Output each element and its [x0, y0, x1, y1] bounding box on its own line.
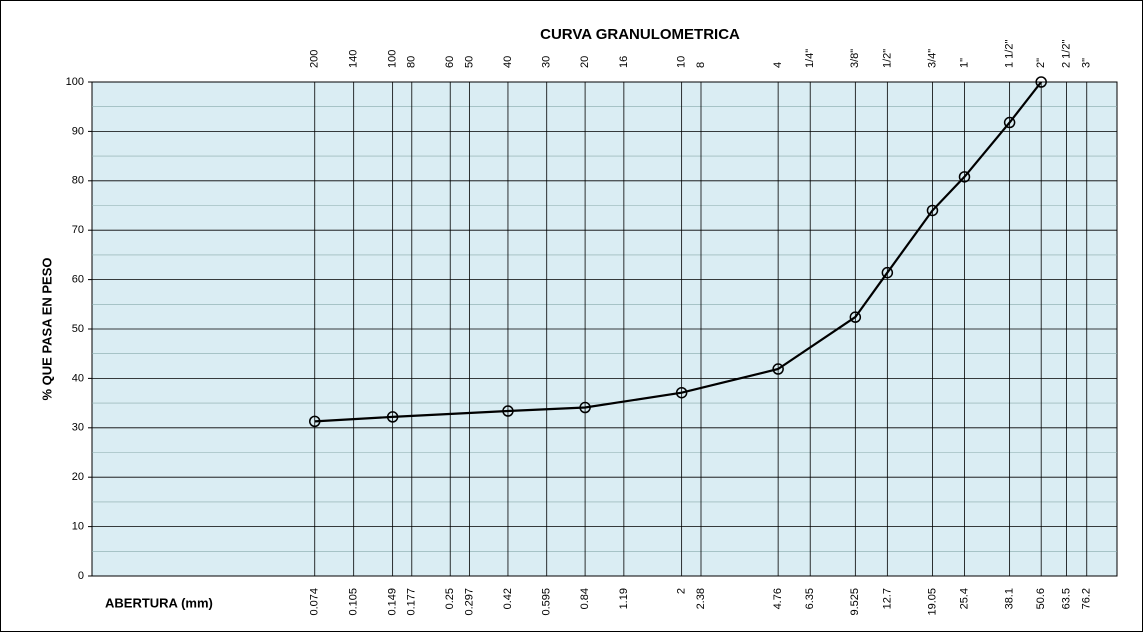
top-tick-label: 1 1/2": [1004, 40, 1016, 68]
y-tick-label: 0: [78, 570, 84, 582]
top-tick-label: 4: [772, 62, 784, 68]
top-tick-label: 1/2": [881, 49, 893, 68]
top-tick-label: 40: [502, 56, 514, 68]
x-tick-label: 0.595: [541, 588, 553, 616]
top-tick-label: 3/8": [849, 49, 861, 68]
x-tick-label: 0.074: [309, 588, 321, 616]
top-tick-label: 10: [676, 56, 688, 68]
x-tick-label: 2.38: [695, 588, 707, 609]
x-tick-label: 4.76: [772, 588, 784, 609]
x-tick-label: 0.177: [406, 588, 418, 616]
top-tick-label: 2": [1035, 58, 1047, 68]
x-tick-label: 2: [676, 588, 688, 594]
data-point: [926, 204, 939, 217]
y-tick-label: 100: [66, 76, 84, 88]
x-tick-label: 0.25: [444, 588, 456, 609]
data-point: [881, 266, 894, 279]
top-tick-label: 2 1/2": [1060, 40, 1072, 68]
x-tick-label: 50.6: [1035, 588, 1047, 609]
x-tick-label: 76.2: [1081, 588, 1093, 609]
top-tick-label: 200: [309, 50, 321, 68]
y-axis-label: % QUE PASA EN PESO: [39, 257, 54, 400]
data-point: [579, 401, 591, 414]
x-tick-label: 0.84: [579, 588, 591, 609]
y-tick-label: 70: [72, 224, 84, 236]
y-tick-label: 40: [72, 372, 84, 384]
y-tick-label: 30: [72, 422, 84, 434]
x-tick-label: 0.105: [348, 588, 360, 616]
x-tick-label: 1.19: [618, 588, 630, 609]
x-tick-label: 25.4: [958, 588, 970, 609]
data-point: [1035, 76, 1047, 88]
data-point: [772, 363, 784, 375]
x-tick-label: 38.1: [1004, 588, 1016, 609]
top-tick-label: 1/4": [804, 49, 816, 68]
top-tick-label: 3": [1081, 58, 1093, 68]
y-tick-label: 20: [72, 471, 84, 483]
top-tick-label: 1": [958, 58, 970, 68]
top-tick-label: 16: [618, 56, 630, 68]
x-tick-label: 0.149: [387, 588, 399, 616]
data-point: [502, 405, 514, 417]
data-point: [1003, 116, 1016, 129]
x-tick-label: 0.42: [502, 588, 514, 609]
y-tick-label: 50: [72, 323, 84, 335]
x-tick-label: 63.5: [1060, 588, 1072, 609]
data-point: [849, 311, 862, 323]
x-tick-label: 0.297: [463, 588, 475, 616]
y-tick-label: 60: [72, 274, 84, 286]
top-tick-label: 20: [579, 56, 591, 68]
top-tick-label: 50: [463, 56, 475, 68]
data-line: [314, 81, 1043, 423]
y-tick-label: 10: [72, 521, 84, 533]
top-tick-label: 80: [406, 56, 418, 68]
chart-title: CURVA GRANULOMETRICA: [540, 26, 740, 43]
data-point: [308, 415, 321, 428]
top-tick-label: 60: [444, 56, 456, 68]
data-point: [958, 171, 971, 183]
x-tick-label: 6.35: [804, 588, 816, 609]
y-tick-label: 80: [72, 175, 84, 187]
top-tick-label: 8: [695, 62, 707, 68]
x-tick-label: 19.05: [926, 588, 938, 616]
top-tick-label: 30: [541, 56, 553, 68]
y-tick-label: 90: [72, 125, 84, 137]
data-point: [675, 386, 688, 399]
x-axis-label: ABERTURA (mm): [105, 595, 213, 610]
top-tick-label: 100: [387, 50, 399, 68]
data-point: [386, 411, 399, 423]
x-tick-label: 12.7: [881, 588, 893, 609]
top-tick-label: 140: [348, 50, 360, 68]
x-tick-label: 9.525: [849, 588, 861, 616]
top-tick-label: 3/4": [926, 49, 938, 68]
